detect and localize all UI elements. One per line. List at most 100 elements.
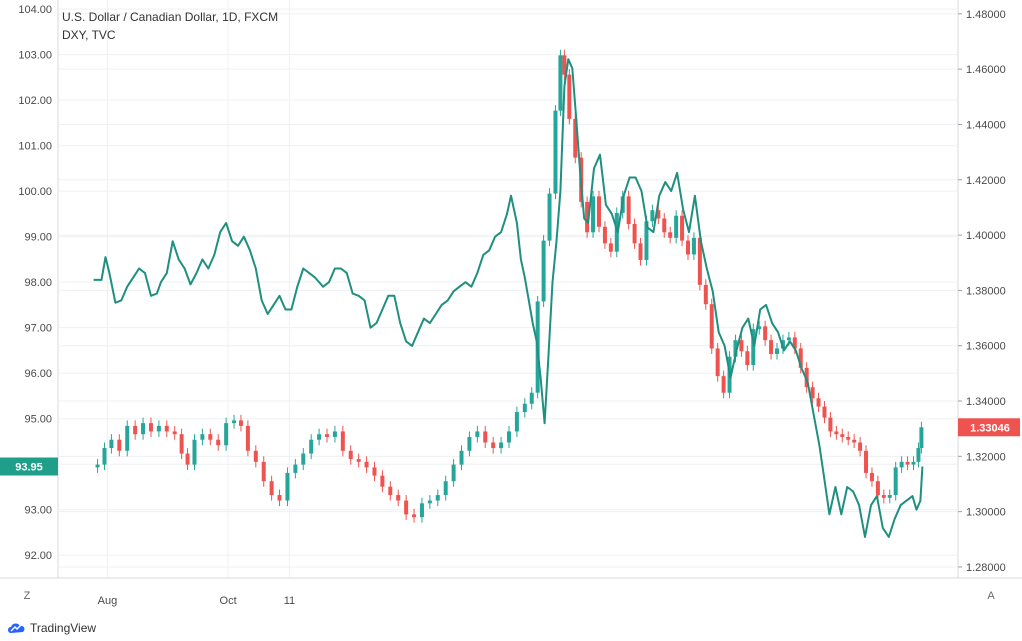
candle-body (591, 196, 596, 233)
candle-body (644, 221, 649, 260)
candle-body (709, 304, 714, 349)
candle-body (916, 448, 921, 462)
time-axis[interactable]: AugOct112020MarMayJulSep (98, 595, 1022, 607)
candle-body (596, 196, 601, 227)
candle-body (585, 201, 590, 233)
right-tick-label: 1.28000 (966, 562, 1006, 574)
candle-body (348, 450, 353, 460)
candle-body (443, 481, 448, 496)
candle-body (253, 450, 258, 462)
candle-body (547, 193, 552, 241)
candle-body (261, 461, 266, 482)
candle-body (573, 118, 578, 158)
candle-body (372, 467, 377, 476)
right-tick-label: 1.40000 (966, 230, 1006, 242)
candle-body (459, 450, 464, 465)
candle-body (775, 348, 780, 354)
candle-body (293, 464, 298, 473)
candle-body (156, 425, 161, 432)
dxy-price-badge-label: 93.95 (15, 461, 43, 473)
candle-body (864, 450, 869, 473)
candle-body (95, 464, 100, 468)
candle-body (887, 495, 892, 498)
candle-body (325, 434, 330, 437)
right-tick-label: 1.32000 (966, 451, 1006, 463)
right-tick-label: 1.34000 (966, 396, 1006, 408)
candle-body (567, 74, 572, 119)
candle-body (881, 495, 886, 498)
left-tick-label: 99.00 (24, 232, 52, 244)
left-price-axis[interactable]: 104.00 103.00 102.00 101.00 100.00 99.00 98.00… (18, 4, 52, 562)
left-tick-label: 104.00 (18, 4, 52, 16)
left-tick-label: 98.00 (24, 277, 52, 289)
candle-body (757, 326, 762, 330)
candle-body (751, 329, 756, 366)
left-tick-label: 92.00 (24, 550, 52, 562)
candle-body (388, 486, 393, 496)
candle-body (340, 431, 345, 451)
time-tick-label: Aug (98, 595, 118, 607)
candle-body (419, 503, 424, 518)
candle-body (680, 215, 685, 241)
candle-body (858, 442, 863, 451)
candle-body (852, 439, 857, 443)
candle-body (691, 237, 696, 255)
left-axis-scale-button[interactable]: Z (23, 590, 31, 602)
candle-body (475, 431, 480, 437)
candle-body (739, 340, 744, 352)
candle-body (125, 425, 130, 451)
grid-lines (0, 0, 1022, 579)
candle-body (317, 434, 322, 440)
right-axis-scale-button[interactable]: A (987, 590, 995, 602)
candle-body (224, 423, 229, 446)
candle-body (301, 453, 306, 465)
candle-body (148, 423, 153, 432)
candle-body (697, 237, 702, 285)
price-badges: 93.95 1.33046 (0, 418, 1020, 476)
left-tick-label: 101.00 (18, 141, 52, 153)
candle-body (245, 425, 250, 451)
candle-body (828, 417, 833, 432)
candle-body (786, 337, 791, 341)
candle-body (733, 340, 738, 357)
candle-body (277, 495, 282, 501)
candle-body (602, 226, 607, 244)
candle-body (919, 427, 924, 449)
candle-body (109, 439, 114, 449)
candle-body (558, 55, 563, 111)
dxy-line (93, 58, 924, 538)
candle-body (309, 439, 314, 454)
right-price-axis[interactable]: 1.48000 1.46000 1.44000 1.42000 1.40000 1.380… (958, 9, 1006, 574)
candle-body (404, 500, 409, 515)
candle-body (899, 461, 904, 468)
candle-body (668, 232, 673, 238)
candle-body (869, 472, 874, 482)
candle-body (715, 348, 720, 377)
left-tick-label: 96.00 (24, 368, 52, 380)
left-tick-label: 103.00 (18, 50, 52, 62)
candle-body (840, 434, 845, 437)
candle-body (686, 240, 690, 255)
candle-body (763, 326, 768, 341)
dxy-price-badge (0, 457, 58, 476)
main-title: U.S. Dollar / Canadian Dollar, 1D, FXCM (62, 10, 278, 24)
candle-body (721, 376, 726, 393)
candle-body (553, 110, 558, 194)
candle-body (875, 481, 880, 496)
candle-body (396, 495, 401, 501)
candle-body (834, 431, 839, 435)
right-tick-label: 1.48000 (966, 9, 1006, 21)
candle-body (216, 439, 221, 446)
brand-name: TradingView (30, 621, 97, 635)
candle-body (656, 210, 661, 219)
candle-body (185, 453, 190, 465)
left-tick-label: 97.00 (24, 323, 52, 335)
candle-body (192, 439, 197, 465)
candle-body (102, 448, 107, 465)
candle-body (491, 442, 496, 449)
candle-body (380, 475, 385, 487)
candle-body (893, 467, 898, 496)
candle-body (179, 434, 184, 454)
candle-body (522, 403, 527, 413)
tradingview-logo[interactable]: TradingView (6, 619, 96, 637)
